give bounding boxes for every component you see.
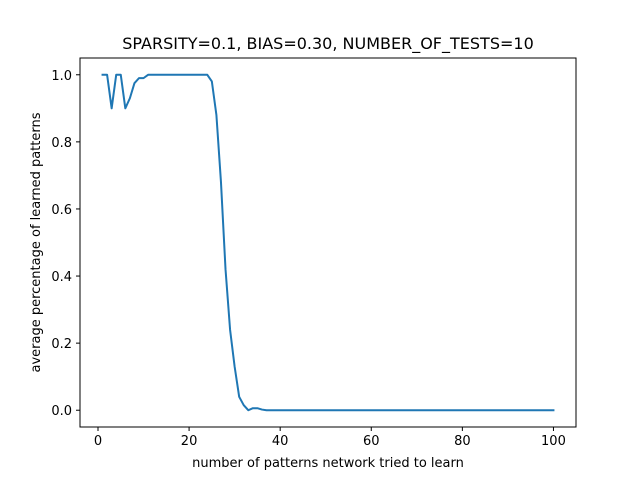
y-axis-ticks: 0.0 0.2 0.4 0.6 0.8 1.0 xyxy=(51,69,80,419)
x-tick-label: 20 xyxy=(181,434,198,449)
plot-area-frame xyxy=(79,57,577,428)
x-tick-label: 80 xyxy=(454,434,471,449)
chart-title: SPARSITY=0.1, BIAS=0.30, NUMBER_OF_TESTS… xyxy=(122,34,534,54)
x-tick-label: 60 xyxy=(363,434,380,449)
y-tick-label: 0.0 xyxy=(51,404,72,419)
x-axis-ticks: 0 20 40 60 80 100 xyxy=(94,427,566,449)
y-tick-label: 0.2 xyxy=(51,337,72,352)
x-tick-label: 100 xyxy=(541,434,566,449)
y-tick-label: 0.8 xyxy=(51,136,72,151)
x-axis-label: number of patterns network tried to lear… xyxy=(192,456,464,471)
y-tick-label: 0.6 xyxy=(51,203,72,218)
y-axis-label: average percentage of learned patterns xyxy=(29,112,44,372)
y-tick-label: 1.0 xyxy=(51,69,72,84)
series-layer xyxy=(101,73,555,412)
y-tick-label: 0.4 xyxy=(51,270,72,285)
series-line xyxy=(101,73,555,412)
x-tick-label: 0 xyxy=(94,434,102,449)
x-tick-label: 40 xyxy=(272,434,289,449)
